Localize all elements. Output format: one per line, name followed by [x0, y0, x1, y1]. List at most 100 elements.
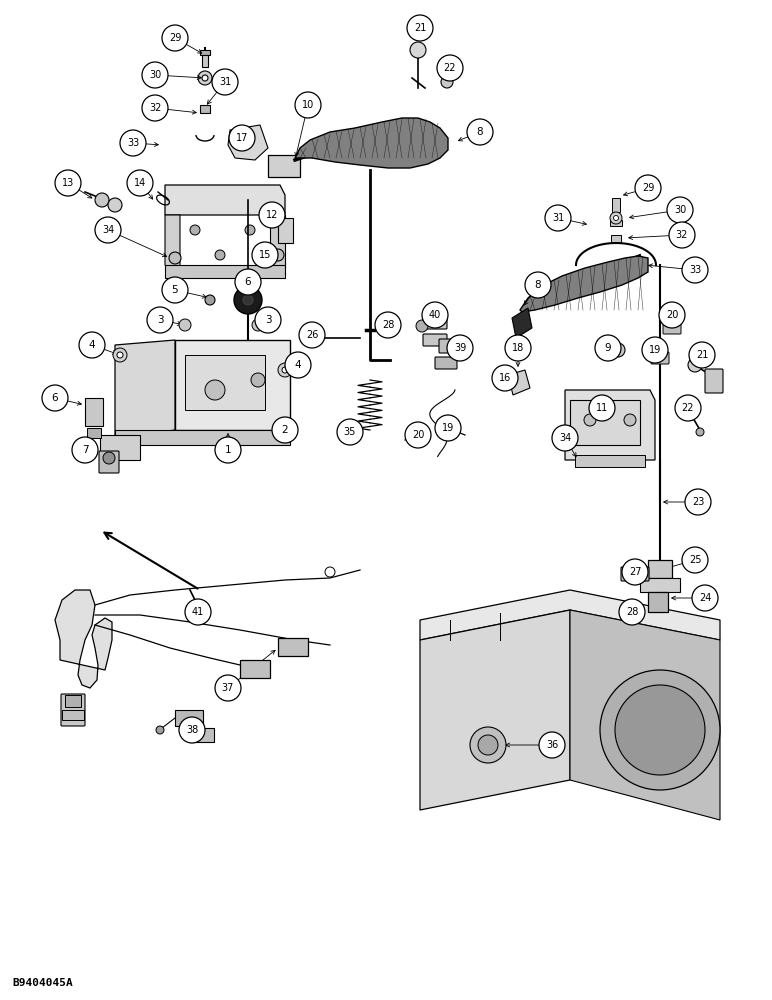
Text: 4: 4: [89, 340, 95, 350]
Polygon shape: [165, 185, 285, 215]
FancyBboxPatch shape: [611, 235, 621, 243]
Circle shape: [435, 415, 461, 441]
Circle shape: [190, 225, 200, 235]
FancyBboxPatch shape: [439, 339, 469, 353]
Text: 28: 28: [382, 320, 394, 330]
Polygon shape: [295, 118, 448, 168]
Text: 38: 38: [186, 725, 198, 735]
Polygon shape: [115, 430, 290, 445]
Text: 19: 19: [649, 345, 661, 355]
Circle shape: [169, 252, 181, 264]
Text: 22: 22: [444, 63, 456, 73]
Circle shape: [659, 302, 685, 328]
FancyBboxPatch shape: [423, 334, 447, 346]
Polygon shape: [565, 390, 655, 460]
Circle shape: [415, 432, 425, 442]
Circle shape: [162, 25, 188, 51]
Text: 18: 18: [512, 343, 524, 353]
Circle shape: [142, 95, 168, 121]
Text: 30: 30: [149, 70, 161, 80]
Text: 24: 24: [699, 593, 711, 603]
Circle shape: [252, 319, 264, 331]
Text: 8: 8: [535, 280, 541, 290]
Circle shape: [179, 319, 191, 331]
Circle shape: [688, 358, 702, 372]
Circle shape: [685, 489, 711, 515]
Text: 22: 22: [682, 403, 694, 413]
Text: 1: 1: [225, 445, 232, 455]
Circle shape: [245, 225, 255, 235]
Polygon shape: [100, 435, 140, 460]
Polygon shape: [520, 256, 648, 312]
Circle shape: [437, 55, 463, 81]
Circle shape: [325, 567, 335, 577]
Text: 19: 19: [442, 423, 454, 433]
FancyBboxPatch shape: [278, 218, 293, 243]
Text: 16: 16: [499, 373, 511, 383]
Circle shape: [447, 335, 473, 361]
Circle shape: [282, 367, 288, 373]
Circle shape: [667, 197, 693, 223]
Circle shape: [243, 295, 253, 305]
Text: 3: 3: [265, 315, 271, 325]
FancyBboxPatch shape: [663, 322, 681, 334]
Circle shape: [633, 610, 643, 620]
Text: 41: 41: [192, 607, 204, 617]
FancyBboxPatch shape: [185, 355, 265, 410]
Text: 29: 29: [169, 33, 181, 43]
FancyBboxPatch shape: [200, 105, 210, 113]
Circle shape: [272, 417, 298, 443]
Circle shape: [55, 170, 81, 196]
Circle shape: [525, 272, 551, 298]
Circle shape: [215, 675, 241, 701]
Circle shape: [614, 216, 618, 221]
Circle shape: [185, 599, 211, 625]
Text: 26: 26: [306, 330, 318, 340]
Polygon shape: [508, 370, 530, 395]
Circle shape: [202, 75, 208, 81]
FancyBboxPatch shape: [65, 695, 81, 707]
Circle shape: [622, 559, 648, 585]
Text: 12: 12: [266, 210, 278, 220]
Circle shape: [337, 419, 363, 445]
Polygon shape: [270, 215, 285, 268]
Text: 27: 27: [628, 567, 642, 577]
Circle shape: [235, 269, 261, 295]
Circle shape: [215, 437, 241, 463]
Text: 10: 10: [302, 100, 314, 110]
Text: 5: 5: [171, 285, 178, 295]
Circle shape: [619, 599, 645, 625]
Circle shape: [611, 343, 625, 357]
Circle shape: [295, 92, 321, 118]
Circle shape: [251, 373, 265, 387]
FancyBboxPatch shape: [268, 155, 300, 177]
Circle shape: [410, 42, 426, 58]
Circle shape: [478, 735, 498, 755]
Text: 13: 13: [62, 178, 74, 188]
Text: 33: 33: [689, 265, 701, 275]
Circle shape: [278, 363, 292, 377]
Circle shape: [79, 332, 105, 358]
FancyBboxPatch shape: [648, 592, 668, 612]
Circle shape: [120, 130, 146, 156]
Text: 9: 9: [604, 343, 611, 353]
Polygon shape: [228, 125, 268, 160]
Text: 34: 34: [102, 225, 114, 235]
Text: 32: 32: [149, 103, 161, 113]
FancyBboxPatch shape: [200, 50, 210, 55]
Circle shape: [95, 193, 109, 207]
Text: 20: 20: [411, 430, 424, 440]
Text: 40: 40: [429, 310, 441, 320]
Text: B9404045A: B9404045A: [12, 978, 73, 988]
Circle shape: [142, 62, 168, 88]
Text: 17: 17: [235, 133, 248, 143]
Circle shape: [156, 726, 164, 734]
Circle shape: [615, 685, 705, 775]
Polygon shape: [570, 610, 720, 820]
FancyBboxPatch shape: [278, 638, 308, 656]
Polygon shape: [165, 265, 285, 278]
Circle shape: [696, 428, 704, 436]
Circle shape: [689, 342, 715, 368]
Circle shape: [95, 217, 121, 243]
FancyBboxPatch shape: [570, 400, 640, 445]
